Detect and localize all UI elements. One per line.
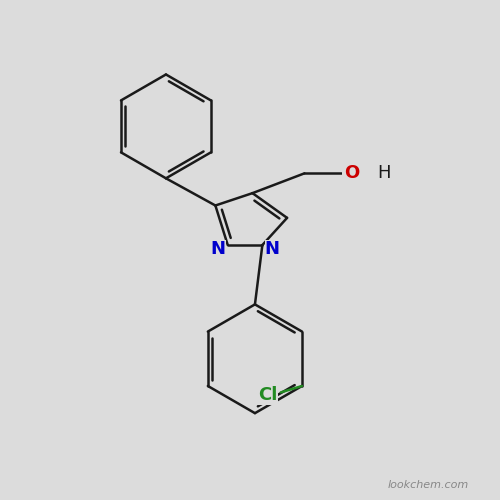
Text: Cl: Cl [258,386,277,404]
Text: N: N [210,240,226,258]
Text: lookchem.com: lookchem.com [388,480,468,490]
Text: H: H [378,164,391,182]
Text: N: N [265,240,280,258]
Text: O: O [344,164,359,182]
